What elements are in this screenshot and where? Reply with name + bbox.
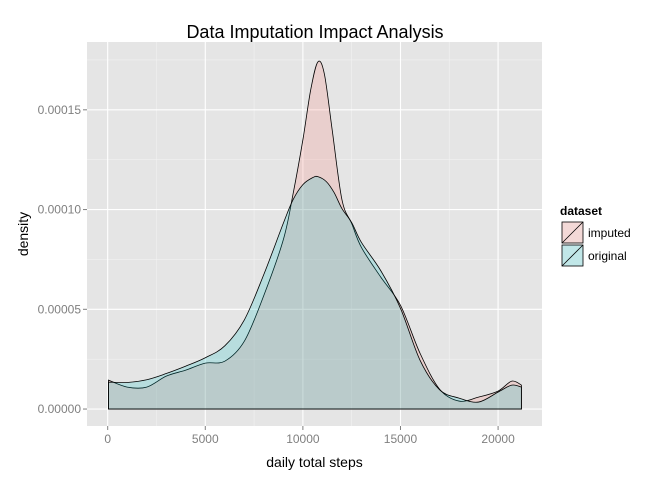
y-tick-label: 0.00010 <box>38 203 82 217</box>
x-tick-label: 5000 <box>192 432 219 446</box>
x-tick-label: 20000 <box>481 432 515 446</box>
x-axis-title: daily total steps <box>266 454 363 470</box>
grid-minor <box>87 42 542 426</box>
density-area-original <box>108 175 522 410</box>
chart-title: Data Imputation Impact Analysis <box>186 22 443 42</box>
x-tick-label: 0 <box>104 432 111 446</box>
legend-title: dataset <box>560 204 602 218</box>
y-tick-label: 0.00005 <box>38 302 82 316</box>
x-tick-label: 15000 <box>384 432 418 446</box>
series-layer <box>108 60 522 410</box>
y-axis-title: density <box>15 212 31 256</box>
plot-panel <box>87 42 542 426</box>
x-tick-label: 10000 <box>286 432 320 446</box>
y-tick-label: 0.00000 <box>38 402 82 416</box>
legend-key-slash <box>561 221 584 244</box>
legend-key-slash <box>561 244 584 267</box>
density-area-imputed <box>108 60 522 410</box>
legend-label-original: original <box>588 249 627 263</box>
y-tick-label: 0.00015 <box>38 103 82 117</box>
legend: dataset imputed original <box>560 204 631 268</box>
x-axis: 0 5000 10000 15000 20000 <box>104 426 515 446</box>
legend-label-imputed: imputed <box>588 226 631 240</box>
y-axis: 0.00000 0.00005 0.00010 0.00015 <box>38 103 87 416</box>
